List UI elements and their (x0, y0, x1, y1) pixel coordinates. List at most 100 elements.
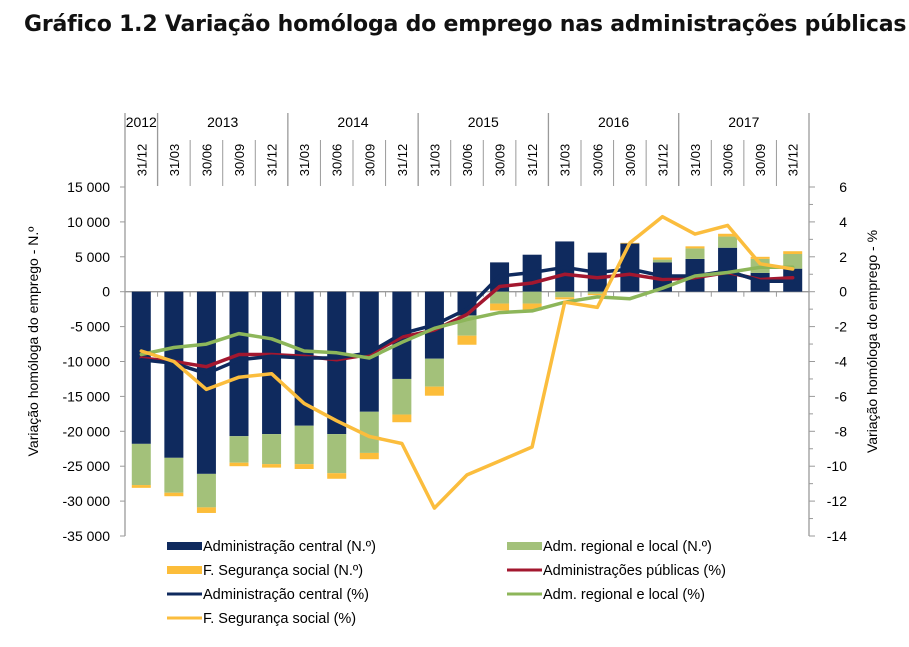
bar-seg-social (392, 414, 412, 423)
line-adm-central (139, 265, 795, 376)
category-label: 31/03 (297, 144, 312, 177)
legend-swatch-bar (507, 542, 542, 550)
right-tick-label: 4 (839, 214, 847, 230)
bar-adm-regional-local (587, 291, 607, 294)
category-label: 30/06 (330, 144, 345, 177)
left-tick-label: -10 000 (63, 354, 111, 370)
category-label: 31/12 (655, 144, 670, 177)
bar-seg-social (229, 462, 249, 467)
bar-adm-regional-local (262, 434, 282, 465)
bar-adm-regional-local (718, 236, 738, 248)
line-seg-social (139, 214, 795, 510)
bar-adm-regional-local (652, 259, 672, 263)
category-label: 31/03 (427, 144, 442, 177)
category-label: 31/12 (525, 144, 540, 177)
legend-label: Adm. regional e local (N.º) (543, 539, 712, 555)
legend-label: Administração central (N.º) (203, 539, 376, 555)
bar-adm-regional-local (685, 248, 705, 259)
bar-adm-regional-local (783, 254, 803, 269)
bar-adm-regional-local (359, 411, 379, 453)
bar-adm-regional-local (392, 378, 412, 415)
bar-seg-social (131, 485, 151, 488)
category-label: 30/09 (753, 144, 768, 177)
bar-adm-central (229, 291, 249, 437)
legend-item: Adm. regional e local (N.º) (507, 539, 712, 555)
bar-adm-regional-local (164, 457, 184, 493)
category-label: 30/09 (362, 144, 377, 177)
legend-item: Administração central (%) (167, 587, 369, 603)
legend-item: Adm. regional e local (%) (507, 587, 705, 603)
bar-seg-social (587, 293, 607, 296)
legend-label: Administração central (%) (203, 587, 369, 603)
bar-adm-regional-local (555, 291, 575, 298)
bar-adm-regional-local (522, 291, 542, 304)
legend-swatch-bar (167, 566, 202, 574)
bar-seg-social (490, 303, 510, 311)
category-label: 31/03 (167, 144, 182, 177)
bar-adm-central (131, 291, 151, 444)
bar-seg-social (783, 251, 803, 255)
left-tick-label: -35 000 (63, 528, 111, 544)
right-tick-label: -2 (835, 319, 848, 335)
legend: Administração central (N.º) Adm. regional… (167, 539, 726, 627)
legend-label: F. Segurança social (%) (203, 611, 356, 627)
bar-adm-central (327, 291, 347, 435)
bar-seg-social (359, 452, 379, 460)
category-label: 30/09 (623, 144, 638, 177)
legend-label: Administrações públicas (%) (543, 563, 726, 579)
category-label: 31/12 (265, 144, 280, 177)
year-label: 2015 (468, 114, 499, 130)
right-tick-label: -8 (835, 423, 848, 439)
category-label: 31/03 (688, 144, 703, 177)
bar-seg-social (555, 297, 575, 300)
left-tick-label: 15 000 (67, 179, 110, 195)
bar-seg-social (262, 464, 282, 468)
category-label: 31/03 (558, 144, 573, 177)
category-label: 30/06 (721, 144, 736, 177)
chart-title: Gráfico 1.2 Variação homóloga do emprego… (24, 12, 907, 37)
right-tick-label: -14 (827, 528, 847, 544)
bar-seg-social (522, 303, 542, 311)
category-label: 30/09 (493, 144, 508, 177)
lines (139, 214, 795, 510)
left-tick-label: -20 000 (63, 423, 111, 439)
left-tick-label: 10 000 (67, 214, 110, 230)
legend-item: F. Segurança social (%) (167, 611, 356, 627)
right-axis-title: Variação homóloga do emprego - % (864, 230, 880, 453)
category-label: 30/06 (590, 144, 605, 177)
category-label: 31/12 (395, 144, 410, 177)
right-tick-label: 6 (839, 179, 847, 195)
bar-seg-social (196, 507, 216, 513)
right-tick-label: -4 (835, 354, 848, 370)
left-tick-label: -5 000 (70, 319, 110, 335)
bar-seg-social (294, 464, 314, 469)
bar-adm-regional-local (229, 436, 249, 463)
right-tick-label: 0 (839, 284, 847, 300)
bar-adm-central (262, 291, 282, 435)
year-label: 2012 (126, 114, 157, 130)
legend-swatch-bar (167, 542, 202, 550)
legend-item: Administração central (N.º) (167, 539, 376, 555)
bar-seg-social (164, 492, 184, 497)
bar-adm-regional-local (424, 358, 444, 387)
axes: 15 000 10 000 5 000 0 -5 000 -10 000 -15 000 -2… (25, 113, 880, 544)
left-tick-label: 0 (102, 284, 110, 300)
left-tick-label: 5 000 (75, 249, 110, 265)
left-tick-label: -30 000 (63, 493, 111, 509)
bar-seg-social (750, 256, 770, 259)
category-header: 2012 2013 2014 2015 2016 2017 31/12 31/03 30/06 3… (126, 113, 810, 186)
right-tick-label: -10 (827, 458, 847, 474)
left-axis-title: Variação homóloga do emprego - N.º (25, 227, 41, 457)
bar-adm-regional-local (327, 434, 347, 474)
bar-adm-central (196, 291, 216, 474)
right-tick-label: -12 (827, 493, 847, 509)
legend-item: F. Segurança social (N.º) (167, 563, 363, 579)
bar-adm-regional-local (131, 443, 151, 486)
year-label: 2017 (728, 114, 759, 130)
category-label: 30/06 (460, 144, 475, 177)
bar-seg-social (327, 473, 347, 479)
bar-seg-social (652, 257, 672, 260)
category-label: 30/09 (232, 144, 247, 177)
bar-seg-social (718, 233, 738, 237)
